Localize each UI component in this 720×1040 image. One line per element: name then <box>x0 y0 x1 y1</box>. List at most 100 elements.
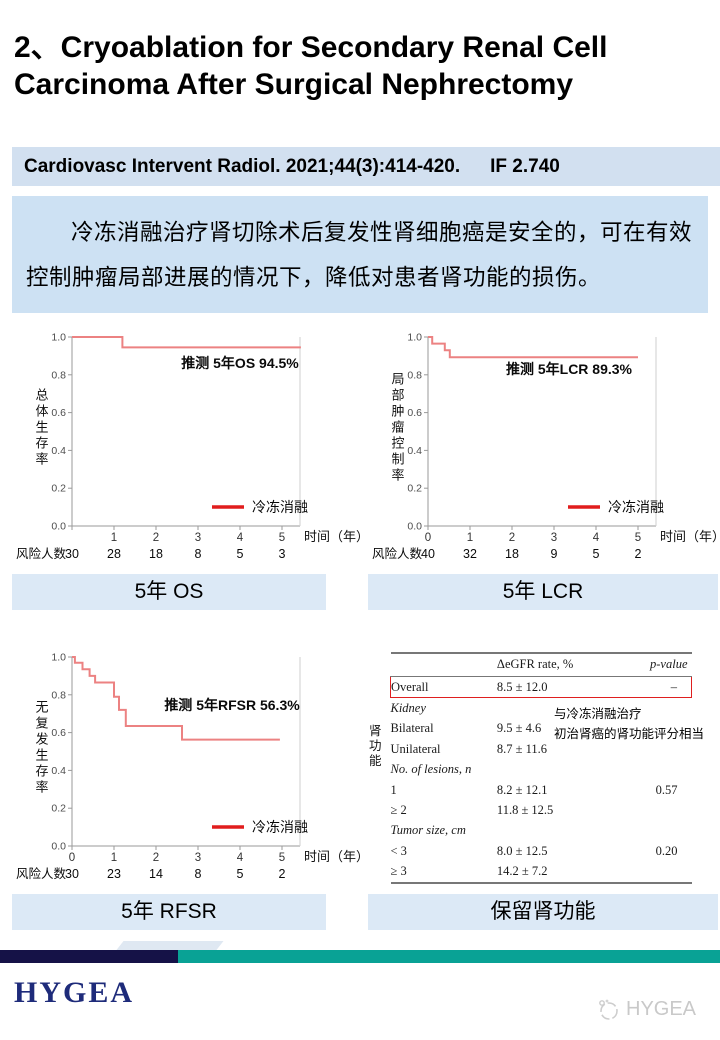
header-empty <box>390 653 497 677</box>
y-tick-label: 1.0 <box>51 652 66 664</box>
footer-decor-wisp <box>116 941 224 950</box>
table-cell <box>497 760 615 780</box>
table-cell: 1 <box>390 782 397 797</box>
table-cell: 8.5 ± 12.0 <box>496 675 615 699</box>
hygea-logo: HYGEA <box>14 976 135 1009</box>
risk-count: 2 <box>279 867 286 881</box>
hygea-watermark: HYGEA <box>596 997 696 1021</box>
risk-count: 28 <box>107 547 121 561</box>
x-tick-label: 4 <box>593 532 600 544</box>
risk-count: 8 <box>195 867 202 881</box>
table-cell: 8.0 ± 12.5 <box>496 843 548 858</box>
y-tick-label: 0.8 <box>51 369 66 381</box>
footer-bar-teal <box>178 950 720 963</box>
y-tick-label: 0.0 <box>51 841 66 853</box>
y-tick-label: 0.4 <box>51 445 66 457</box>
risk-count: 2 <box>635 547 642 561</box>
table-cell: Unilateral <box>390 741 441 756</box>
table-cell <box>615 821 692 841</box>
table-annotation-line1: 与冷冻消融治疗 <box>554 707 642 721</box>
risk-row-label: 风险人数 <box>372 546 423 561</box>
y-axis-label-char: 肿 <box>391 404 404 419</box>
table-cell: 8.2 ± 12.1 <box>496 782 548 797</box>
table-cell: Overall <box>389 675 497 699</box>
risk-count: 14 <box>149 867 163 881</box>
y-tick-label: 0.6 <box>51 727 66 739</box>
table-body: Overall 8.5 ± 12.0– Kidney Bilateral 9.5 ± 4… <box>389 675 692 883</box>
y-axis-label-char: 局 <box>391 372 404 387</box>
y-axis-label-char: 率 <box>35 452 48 467</box>
y-axis-label-char: 制 <box>391 452 404 467</box>
table-cell: 9.5 ± 4.6 <box>496 721 542 736</box>
x-tick-label: 4 <box>237 852 244 864</box>
x-tick-label: 2 <box>153 852 159 864</box>
risk-count: 18 <box>149 547 163 561</box>
y-axis-label-char: 瘤 <box>391 420 404 435</box>
y-tick-label: 1.0 <box>407 332 422 344</box>
legend-label: 冷冻消融 <box>252 819 308 835</box>
citation-journal: Cardiovasc Intervent Radiol. 2021;44(3):… <box>24 156 461 177</box>
table-cell <box>615 800 692 820</box>
y-tick-label: 0.0 <box>407 521 422 533</box>
x-tick-label: 1 <box>111 852 117 864</box>
x-tick-label: 3 <box>195 852 201 864</box>
table-cell: < 3 <box>390 843 407 858</box>
table-header-row: ΔeGFR rate, % p-value <box>390 653 692 677</box>
y-tick-label: 0.2 <box>51 483 66 495</box>
page-title: 2、Cryoablation for Secondary Renal Cell … <box>14 31 608 101</box>
table-row: Kidney <box>391 698 692 719</box>
y-tick-label: 0.4 <box>51 765 66 777</box>
y-axis-label-char: 控 <box>391 436 404 451</box>
x-tick-label: 0 <box>425 532 431 544</box>
x-tick-label: 1 <box>111 532 117 544</box>
y-axis-label-char: 部 <box>391 388 404 403</box>
table-row: Bilateral 9.5 ± 4.6 <box>391 719 692 739</box>
y-axis-label-char: 复 <box>35 716 48 731</box>
table-row: Unilateral 8.7 ± 11.6 <box>391 739 692 759</box>
table-row: 1 8.2 ± 12.1 0.57 <box>391 780 692 800</box>
x-tick-label: 1 <box>467 532 473 544</box>
survival-curve <box>428 336 638 359</box>
table-row: ≥ 3 14.2 ± 7.2 <box>391 861 692 882</box>
y-tick-label: 0.6 <box>51 407 66 419</box>
x-tick-label: 2 <box>509 532 515 544</box>
risk-row-label: 风险人数 <box>16 866 67 881</box>
y-tick-label: 1.0 <box>51 332 66 344</box>
risk-count: 30 <box>65 867 79 881</box>
risk-row-label: 风险人数 <box>16 546 67 561</box>
table-annotation: 与冷冻消融治疗 初治肾癌的肾功能评分相当 <box>554 704 704 744</box>
risk-count: 9 <box>551 547 558 561</box>
survival-curve <box>72 656 280 741</box>
y-axis-label-char: 无 <box>35 700 48 715</box>
summary-text: 冷冻消融治疗肾切除术后复发性肾细胞癌是安全的，可在有效控制肿瘤局部进展的情况下，… <box>26 220 693 290</box>
table-cell: ≥ 2 <box>390 802 407 817</box>
caption-os: 5年 OS <box>12 574 326 610</box>
table-cell: Bilateral <box>390 721 434 736</box>
caption-rfsr: 5年 RFSR <box>12 894 326 930</box>
citation-bar: Cardiovasc Intervent Radiol. 2021;44(3):… <box>12 147 720 186</box>
x-tick-label: 4 <box>237 532 244 544</box>
y-axis-label-char: 生 <box>35 420 48 435</box>
y-axis-label-char: 生 <box>35 748 48 763</box>
y-tick-label: 0.8 <box>407 369 422 381</box>
y-axis-label-char: 总 <box>35 388 48 403</box>
legend-label: 冷冻消融 <box>252 499 308 515</box>
risk-count: 30 <box>65 547 79 561</box>
y-axis-label-char: 率 <box>35 780 48 795</box>
y-axis-label-char: 存 <box>35 764 48 779</box>
renal-table: ΔeGFR rate, % p-value Overall 8.5 ± 12.0–… <box>389 652 692 884</box>
x-tick-label: 5 <box>279 852 285 864</box>
y-axis-label-char: 存 <box>35 436 48 451</box>
footer-bar-navy <box>0 950 178 963</box>
y-tick-label: 0.8 <box>51 689 66 701</box>
summary-box: 冷冻消融治疗肾切除术后复发性肾细胞癌是安全的，可在有效控制肿瘤局部进展的情况下，… <box>12 196 708 313</box>
y-axis-label-char: 体 <box>35 404 48 419</box>
table-row: Tumor size, cm <box>391 821 692 841</box>
table-side-label: 肾功能 <box>369 724 382 768</box>
survival-curve <box>72 336 301 349</box>
table-cell: 0.20 <box>655 843 678 858</box>
